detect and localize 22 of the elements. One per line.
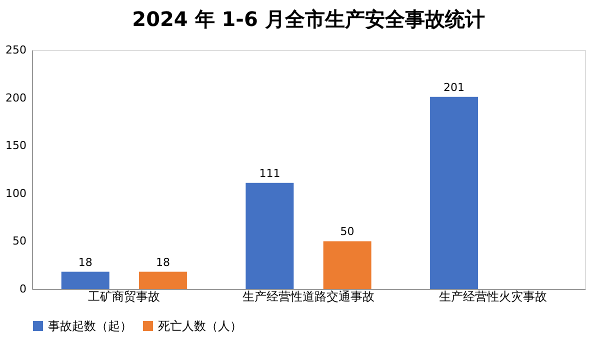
y-tick-label: 150 (6, 139, 26, 152)
x-tick-label: 生产经营性道路交通事故 (242, 290, 374, 304)
y-tick-label: 100 (6, 186, 26, 200)
data-label: 111 (259, 166, 280, 180)
data-label: 201 (444, 80, 465, 94)
x-tick-label: 生产经营性火灾事故 (438, 290, 547, 304)
data-label: 50 (340, 225, 354, 238)
bar (138, 272, 187, 289)
y-tick-label: 250 (6, 44, 26, 56)
legend-label: 事故起数（起） (48, 319, 132, 333)
y-tick-label: 0 (20, 282, 26, 296)
y-tick-label: 200 (6, 91, 26, 104)
bar (246, 182, 294, 289)
y-tick-label: 50 (12, 234, 26, 248)
bar (61, 272, 110, 289)
bar (430, 96, 478, 289)
legend-label: 死亡人数（人） (158, 319, 242, 333)
x-tick-label: 工矿商贸事故 (88, 290, 160, 304)
chart-title: 2024 年 1-6 月全市生产安全事故统计 (132, 7, 485, 31)
data-label: 18 (156, 256, 170, 269)
bar (323, 241, 372, 289)
data-label: 18 (78, 256, 92, 269)
